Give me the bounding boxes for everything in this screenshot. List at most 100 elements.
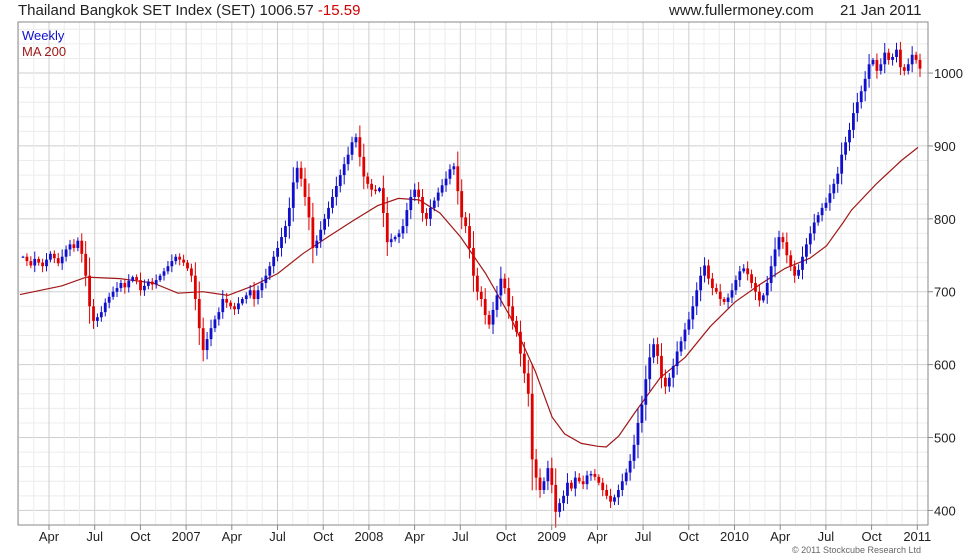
x-tick-label: Jul <box>818 529 835 544</box>
candle-body <box>895 49 898 57</box>
x-tick-label: Apr <box>587 529 608 544</box>
candle-body <box>440 185 444 193</box>
candle-body <box>131 277 135 281</box>
candle-body <box>417 189 421 197</box>
candle-body <box>166 266 170 272</box>
candle-body <box>280 237 283 248</box>
candle-body <box>636 422 640 445</box>
candle-body <box>421 196 424 213</box>
x-tick-label: Oct <box>130 529 151 544</box>
candle-body <box>33 258 37 266</box>
candle-body <box>816 215 820 223</box>
candle-body <box>918 59 922 69</box>
candle-body <box>738 271 742 281</box>
candle-body <box>182 259 185 263</box>
candle-body <box>848 129 851 143</box>
candle-body <box>354 137 358 143</box>
website-url[interactable]: www.fullermoney.com <box>669 2 814 19</box>
candle-body <box>683 329 687 342</box>
chart-title: Thailand Bangkok SET Index (SET) 1006.57… <box>18 2 360 19</box>
candle-body <box>566 482 569 496</box>
candle-body <box>781 237 785 243</box>
candle-body <box>80 240 84 254</box>
candle-body <box>855 102 859 114</box>
candle-body <box>370 183 374 190</box>
candle-body <box>397 233 401 238</box>
candle-body <box>534 459 538 478</box>
candle-body <box>906 64 910 71</box>
candle-body <box>883 52 887 65</box>
candle-body <box>703 265 706 276</box>
candle-body <box>119 282 123 289</box>
candle-body <box>107 296 111 303</box>
candle-body <box>573 477 577 489</box>
candle-body <box>213 319 217 329</box>
x-tick-label: Apr <box>222 529 243 544</box>
candle-body <box>558 503 562 512</box>
candle-body <box>68 244 72 250</box>
candle-body <box>233 306 236 310</box>
price-change: -15.59 <box>317 2 361 19</box>
candle-body <box>507 288 511 307</box>
candle-body <box>519 331 522 354</box>
x-tick-label: Oct <box>496 529 517 544</box>
candle-body <box>64 249 68 257</box>
candle-body <box>240 299 244 304</box>
candle-body <box>530 393 534 460</box>
candle-body <box>378 188 381 192</box>
candle-body <box>899 49 902 68</box>
y-tick-label: 600 <box>934 358 956 373</box>
candle-body <box>252 290 256 300</box>
candle-body <box>248 290 252 296</box>
candle-body <box>123 282 127 288</box>
grid-lines <box>18 22 928 525</box>
legend: Weekly MA 200 <box>22 28 66 59</box>
x-tick-label: 2007 <box>172 529 201 544</box>
candle-body <box>319 229 323 241</box>
candle-body <box>76 240 80 248</box>
candle-body <box>299 167 303 179</box>
candle-body <box>675 351 679 367</box>
candle-body <box>190 268 193 276</box>
candle-body <box>522 353 526 374</box>
candle-body <box>475 275 479 292</box>
candle-body <box>60 256 64 264</box>
candle-body <box>139 280 142 291</box>
candle-body <box>201 328 205 351</box>
candle-body <box>679 341 683 352</box>
candle-body <box>613 497 616 502</box>
x-tick-label: Oct <box>679 529 700 544</box>
candle-body <box>225 299 229 303</box>
candle-body <box>29 261 33 266</box>
candle-body <box>229 302 233 307</box>
candle-body <box>761 295 765 301</box>
candle-body <box>413 189 417 197</box>
candle-body <box>620 481 624 491</box>
candle-body <box>323 218 327 230</box>
candle-body <box>444 178 448 186</box>
candle-body <box>601 482 605 491</box>
candle-body <box>346 154 350 165</box>
y-tick-label: 400 <box>934 503 956 518</box>
candle-body <box>268 266 272 276</box>
candle-body <box>425 212 428 219</box>
candle-body <box>154 280 158 285</box>
legend-ma-200: MA 200 <box>22 44 66 59</box>
x-tick-label: Apr <box>770 529 791 544</box>
candle-body <box>769 266 773 283</box>
candle-body <box>495 295 499 310</box>
chart-header: Thailand Bangkok SET Index (SET) 1006.57… <box>0 0 980 22</box>
candle-body <box>448 169 452 179</box>
candle-body <box>644 379 648 405</box>
candle-body <box>793 266 797 276</box>
candle-body <box>436 192 440 201</box>
candle-body <box>362 156 366 177</box>
candle-body <box>805 244 808 257</box>
candle-body <box>648 357 652 380</box>
candle-body <box>569 482 573 489</box>
candle-body <box>295 167 299 183</box>
candle-body <box>260 282 264 291</box>
candle-body <box>307 196 311 218</box>
candle-body <box>135 277 138 281</box>
y-tick-label: 700 <box>934 285 956 300</box>
